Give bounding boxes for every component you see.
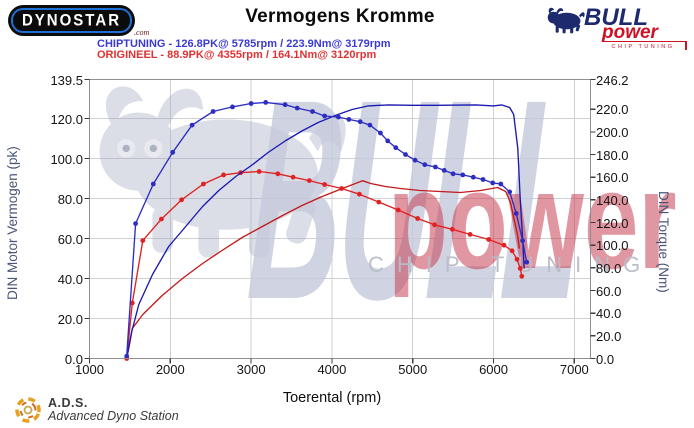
- series-marker-chiptuning_torque: [433, 164, 438, 170]
- legend-origineel: ORIGINEEL - 88.9PK@ 4355rpm / 164.1Nm@ 3…: [97, 49, 377, 61]
- chart-series: [124, 100, 530, 361]
- series-marker-chiptuning_torque: [263, 100, 269, 105]
- series-marker-chiptuning_torque: [393, 145, 399, 151]
- ads-swirl-icon: [15, 397, 41, 423]
- x-axis-title: Toerental (rpm): [282, 390, 382, 406]
- series-marker-origineel_torque: [140, 238, 146, 244]
- series-marker-chiptuning_torque: [336, 114, 341, 120]
- series-marker-chiptuning_torque: [403, 152, 408, 157]
- series-chiptuning_power: [126, 104, 525, 359]
- bullpower-logo-chiptuning-text: CHIP TUNING: [603, 41, 687, 50]
- ads-full-name: Advanced Dyno Station: [48, 409, 179, 423]
- bullpower-logo: BULL power CHIP TUNING: [546, 2, 692, 54]
- series-marker-chiptuning_torque: [507, 189, 513, 195]
- series-marker-chiptuning_torque: [412, 157, 418, 163]
- series-marker-chiptuning_torque: [210, 109, 216, 114]
- dynostar-com-suffix: .com: [134, 28, 150, 37]
- series-marker-chiptuning_torque: [133, 221, 139, 227]
- series-marker-origineel_torque: [501, 242, 507, 248]
- series-marker-origineel_torque: [467, 232, 473, 237]
- series-marker-origineel_torque: [322, 182, 327, 187]
- bullpower-logo-power-text: power: [602, 22, 658, 43]
- series-marker-chiptuning_torque: [441, 168, 447, 173]
- series-marker-chiptuning_torque: [385, 138, 391, 144]
- series-marker-chiptuning_torque: [367, 122, 373, 128]
- dynostar-logo-text: Dynostar: [21, 11, 122, 30]
- series-origineel_power: [126, 180, 521, 359]
- series-marker-origineel_torque: [179, 197, 185, 203]
- plot-frame: [89, 79, 591, 359]
- series-marker-chiptuning_torque: [282, 102, 288, 108]
- series-marker-chiptuning_torque: [124, 353, 130, 359]
- series-line-chiptuning_power: [126, 104, 525, 359]
- series-marker-origineel_torque: [395, 207, 401, 213]
- series-marker-origineel_torque: [159, 216, 164, 222]
- series-marker-chiptuning_torque: [322, 113, 327, 119]
- left-axis-title: DIN Motor Vermogen (pk): [5, 146, 20, 300]
- series-marker-origineel_torque: [129, 300, 135, 306]
- series-marker-origineel_torque: [290, 174, 296, 180]
- dynostar-logo: Dynostar: [8, 5, 135, 36]
- series-marker-chiptuning_torque: [230, 104, 235, 110]
- bull-watermark-eyes: [116, 139, 163, 158]
- series-marker-chiptuning_torque: [520, 238, 525, 244]
- series-marker-chiptuning_torque: [346, 117, 352, 122]
- series-marker-chiptuning_torque: [310, 109, 315, 114]
- bull-icon: [547, 7, 585, 34]
- series-marker-chiptuning_torque: [248, 101, 254, 106]
- series-marker-origineel_torque: [376, 199, 382, 205]
- series-marker-origineel_torque: [221, 172, 227, 178]
- series-marker-origineel_torque: [509, 248, 515, 254]
- series-marker-chiptuning_torque: [470, 174, 476, 180]
- series-marker-origineel_torque: [339, 186, 344, 191]
- series-marker-origineel_torque: [256, 169, 262, 174]
- dynostar-logo-ring: [11, 8, 132, 33]
- chart-tick-marks: [84, 78, 596, 364]
- watermark-bull-text: BULL: [243, 40, 586, 358]
- series-chiptuning_torque: [124, 100, 530, 359]
- series-marker-chiptuning_torque: [460, 172, 466, 178]
- series-line-origineel_power: [126, 180, 521, 359]
- series-marker-chiptuning_torque: [378, 130, 383, 136]
- series-marker-origineel_torque: [357, 191, 362, 197]
- ads-footer: A.D.S. Advanced Dyno Station: [12, 394, 252, 428]
- series-marker-chiptuning_torque: [170, 149, 176, 155]
- series-marker-chiptuning_torque: [189, 122, 195, 128]
- series-marker-origineel_torque: [415, 216, 420, 221]
- bullpower-logo-bull-text: BULL: [584, 4, 648, 31]
- series-marker-chiptuning_torque: [150, 181, 156, 187]
- series-marker-origineel_torque: [449, 226, 455, 232]
- series-marker-origineel_torque: [306, 178, 312, 184]
- series-marker-chiptuning_torque: [490, 180, 496, 186]
- ads-abbreviation: A.D.S.: [48, 396, 88, 410]
- series-marker-chiptuning_torque: [498, 181, 504, 187]
- series-marker-chiptuning_torque: [294, 105, 300, 111]
- series-marker-origineel_torque: [519, 273, 525, 279]
- page-title: Vermogens Kromme: [245, 6, 435, 27]
- series-marker-origineel_torque: [275, 171, 281, 177]
- series-marker-chiptuning_torque: [357, 119, 363, 125]
- series-marker-chiptuning_torque: [450, 171, 456, 177]
- series-marker-chiptuning_torque: [513, 211, 519, 216]
- watermark-chiptuning-text: CHIP TUNING: [368, 252, 653, 277]
- series-marker-chiptuning_torque: [524, 259, 530, 265]
- right-axis-title: DIN Torque (Nm): [656, 191, 671, 293]
- legend-chiptuning: CHIPTUNING - 126.8PK@ 5785rpm / 223.9Nm@…: [97, 38, 391, 50]
- chart-watermark: BULL power CHIP TUNING: [99, 40, 677, 359]
- series-marker-origineel_torque: [514, 256, 520, 262]
- series-marker-origineel_torque: [486, 237, 492, 242]
- series-marker-origineel_torque: [517, 266, 523, 271]
- series-marker-origineel_torque: [201, 181, 206, 187]
- series-marker-chiptuning_torque: [480, 177, 486, 182]
- series-marker-chiptuning_torque: [422, 162, 428, 168]
- series-marker-origineel_torque: [432, 222, 437, 228]
